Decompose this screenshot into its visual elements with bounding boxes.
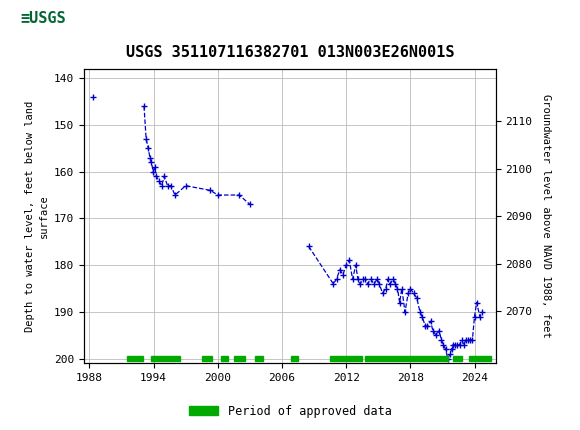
Bar [291,356,298,362]
Legend: Period of approved data: Period of approved data [184,400,396,422]
Text: USGS 351107116382701 013N003E26N001S: USGS 351107116382701 013N003E26N001S [126,45,454,60]
Y-axis label: Depth to water level, feet below land
surface: Depth to water level, feet below land su… [26,101,49,332]
Bar [365,356,448,362]
Bar [151,356,180,362]
Text: ≡USGS: ≡USGS [21,12,66,26]
Bar [255,356,263,362]
Bar [127,356,143,362]
Bar [453,356,462,362]
FancyBboxPatch shape [6,3,81,34]
Bar [234,356,245,362]
Bar [330,356,362,362]
Bar [469,356,491,362]
Y-axis label: Groundwater level above NAVD 1988, feet: Groundwater level above NAVD 1988, feet [541,94,551,338]
Bar [202,356,212,362]
Bar [221,356,229,362]
